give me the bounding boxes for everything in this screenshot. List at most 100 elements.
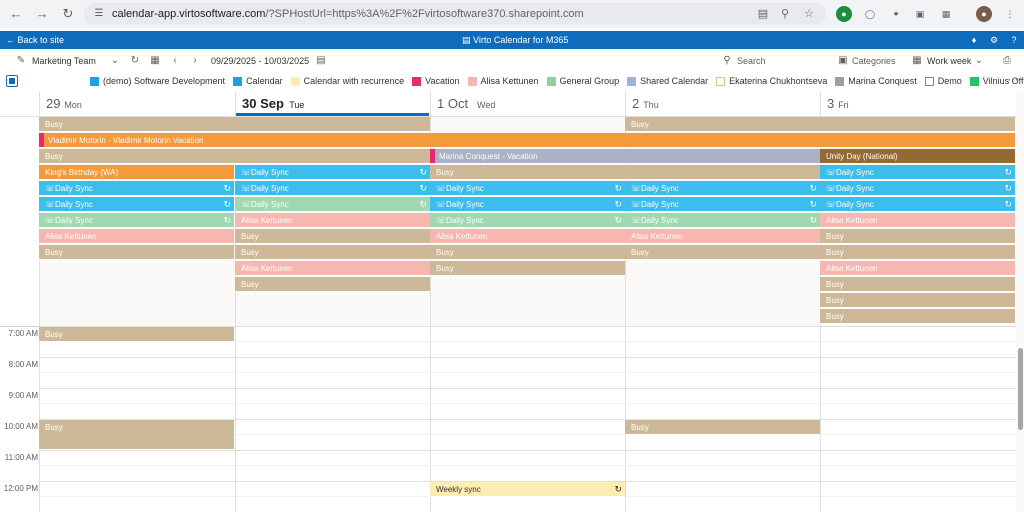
print-icon[interactable]: ⎙ (1003, 55, 1011, 66)
refresh-icon[interactable]: ↻ (130, 55, 140, 66)
day-header-fri[interactable]: 3 Fri (820, 92, 1015, 116)
all-day-event[interactable]: ☏Daily Sync ↻ (625, 181, 820, 196)
categories-button[interactable]: Categories (852, 56, 896, 66)
date-range[interactable]: 09/29/2025 - 10/03/2025 (211, 56, 310, 66)
legend-item[interactable]: Marina Conquest (835, 73, 917, 89)
all-day-event[interactable]: ☏Daily Sync ↻ (430, 181, 625, 196)
all-day-event[interactable]: Marina Conquest - Vacation (430, 149, 820, 164)
profile-avatar[interactable]: ● (976, 6, 992, 22)
next-chevron-icon[interactable]: › (193, 55, 197, 66)
date-picker-icon[interactable]: ▤ (316, 55, 326, 66)
legend-item[interactable]: (demo) Software Development (90, 73, 225, 89)
all-day-event[interactable]: King's Birthday (WA) (39, 165, 234, 180)
all-day-event[interactable]: Alisa Kettunen (820, 261, 1015, 276)
extensions-puzzle-icon[interactable]: ▦ (941, 9, 951, 19)
legend-item[interactable]: Calendar (233, 73, 283, 89)
all-day-event[interactable]: Alisa Kettunen (235, 261, 430, 276)
all-day-event[interactable]: Busy (430, 165, 820, 180)
all-day-event[interactable]: Busy (39, 149, 430, 164)
all-day-event[interactable]: Busy (625, 245, 820, 260)
legend-item[interactable]: Ekaterina Chukhontseva (716, 73, 827, 89)
timed-event[interactable]: Busy (625, 420, 820, 435)
all-day-event[interactable]: ☏Daily Sync ↻ (39, 181, 234, 196)
all-day-event[interactable]: Busy (430, 245, 625, 260)
all-day-event[interactable]: Busy (235, 245, 430, 260)
all-day-event[interactable]: ☏Daily Sync ↻ (235, 181, 430, 196)
view-dropdown-chevron-icon[interactable]: ⌄ (974, 55, 984, 66)
extension-green-icon[interactable]: ● (836, 6, 852, 22)
legend-item[interactable]: Calendar with recurrence (290, 73, 404, 89)
calendar-edit-icon[interactable]: ✎ (16, 55, 26, 66)
day-header-mon[interactable]: 29 Mon (39, 92, 234, 116)
previous-chevron-icon[interactable]: ‹ (173, 55, 177, 66)
legend-item[interactable]: General Group (546, 73, 619, 89)
day-header-tue[interactable]: 30 Sep Tue (235, 92, 430, 116)
all-day-event[interactable]: Vladimir Motorin - Vladimir Motorin Vaca… (39, 133, 1015, 148)
all-day-event[interactable]: Busy (625, 117, 1015, 132)
all-day-event[interactable]: ☏Daily Sync ↻ (430, 197, 625, 212)
all-day-event[interactable]: ☏Daily Sync ↻ (625, 213, 820, 228)
all-day-event[interactable]: Alisa Kettunen (235, 213, 430, 228)
all-day-event[interactable]: Busy (39, 245, 234, 260)
all-day-event[interactable]: Busy (820, 229, 1015, 244)
extension-sparkle-icon[interactable]: ✦ (892, 9, 900, 19)
view-selector[interactable]: Work week (927, 56, 972, 66)
scrollbar-track[interactable] (1016, 92, 1024, 512)
legend-item[interactable]: Vilnius Office (969, 73, 1024, 89)
all-day-event[interactable]: Busy (430, 261, 625, 276)
scrollbar-thumb[interactable] (1018, 348, 1023, 430)
all-day-event[interactable]: Busy (39, 117, 430, 132)
all-day-event[interactable]: ☏Daily Sync ↻ (820, 197, 1015, 212)
back-to-site-link[interactable]: ← Back to site (6, 35, 65, 45)
all-day-event[interactable]: ☏Daily Sync ↻ (39, 213, 234, 228)
all-day-event[interactable]: Unity Day (National) (820, 149, 1015, 164)
day-header-wed[interactable]: 1 Oct Wed (430, 92, 625, 116)
legend-item[interactable]: Vacation (412, 73, 460, 89)
all-day-event[interactable]: ☏Daily Sync ↻ (235, 165, 430, 180)
legend-item[interactable]: Shared Calendar (627, 73, 708, 89)
address-url[interactable]: calendar-app.virtosoftware.com/?SPHostUr… (112, 3, 584, 25)
all-day-event[interactable]: Alisa Kettunen (39, 229, 234, 244)
all-day-event[interactable]: Busy (235, 277, 430, 292)
legend-toggle-checkbox[interactable] (6, 75, 18, 87)
all-day-event[interactable]: Alisa Kettunen (820, 213, 1015, 228)
all-day-event[interactable]: ☏Daily Sync ↻ (820, 165, 1015, 180)
site-info-icon[interactable]: ☰ (94, 8, 104, 19)
install-app-icon[interactable]: ▤ (757, 8, 769, 20)
categories-icon[interactable]: ▣ (838, 55, 848, 66)
zoom-icon[interactable]: ⚲ (780, 8, 790, 20)
all-day-event[interactable]: ☏Daily Sync ↻ (39, 197, 234, 212)
legend-more-icon[interactable]: ⋯ (1008, 75, 1018, 86)
all-day-event[interactable]: ☏Daily Sync ↻ (625, 197, 820, 212)
bookmark-star-icon[interactable]: ☆ (804, 8, 814, 20)
address-bar[interactable]: ☰ calendar-app.virtosoftware.com/?SPHost… (84, 3, 826, 25)
all-day-event[interactable]: Busy (820, 309, 1015, 324)
all-day-event[interactable]: ☏Daily Sync ↻ (820, 181, 1015, 196)
all-day-event[interactable]: Alisa Kettunen (625, 229, 820, 244)
timed-event[interactable]: Busy (39, 420, 234, 450)
browser-menu-icon[interactable]: ⋮ (1005, 9, 1015, 19)
search-icon[interactable]: ⚲ (723, 55, 731, 66)
day-header-thu[interactable]: 2 Thu (625, 92, 820, 116)
all-day-event[interactable]: ☏Daily Sync ↻ (430, 213, 625, 228)
search-button[interactable]: Search (737, 56, 766, 66)
all-day-event[interactable]: Busy (820, 245, 1015, 260)
extension-camera-icon[interactable]: ▣ (915, 9, 925, 19)
all-day-event[interactable]: Alisa Kettunen (430, 229, 625, 244)
timed-event[interactable]: Weekly sync ↻ (430, 482, 625, 497)
extension-shield-icon[interactable]: ◯ (864, 9, 876, 19)
reload-icon[interactable]: ↻ (62, 6, 74, 21)
all-day-event[interactable]: Busy (820, 293, 1015, 308)
calendar-dropdown-chevron-icon[interactable]: ⌄ (110, 55, 120, 66)
notifications-bell-icon[interactable]: ♦ (971, 35, 977, 45)
settings-gear-icon[interactable]: ⚙ (989, 35, 999, 45)
timed-event[interactable]: Busy (39, 327, 234, 342)
forward-arrow-icon[interactable]: → (35, 6, 49, 21)
help-icon[interactable]: ? (1011, 35, 1017, 45)
back-arrow-icon[interactable]: ← (9, 6, 23, 21)
calendar-selector[interactable]: Marketing Team (32, 56, 96, 66)
legend-item[interactable]: Alisa Kettunen (467, 73, 539, 89)
all-day-event[interactable]: Busy (235, 229, 430, 244)
all-day-event[interactable]: Busy (820, 277, 1015, 292)
legend-item[interactable]: Demo (924, 73, 962, 89)
